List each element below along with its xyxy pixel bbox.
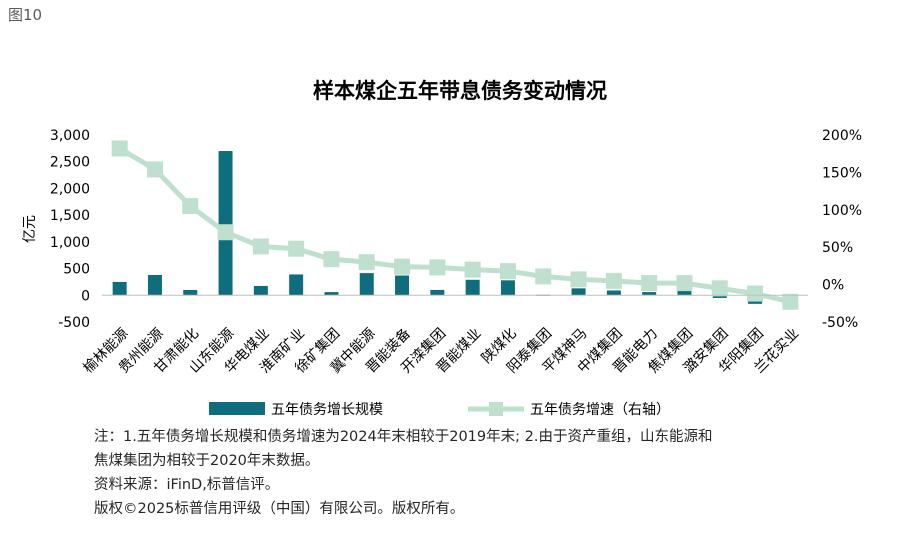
bar xyxy=(677,291,692,296)
line-point xyxy=(464,261,481,278)
bar xyxy=(253,285,268,296)
line-point xyxy=(323,251,340,268)
line-point xyxy=(570,271,587,288)
bar xyxy=(465,279,480,296)
chart-title: 样本煤企五年带息债务变动情况 xyxy=(313,79,607,103)
line-point xyxy=(747,285,764,302)
bar xyxy=(112,281,127,296)
line-point xyxy=(182,198,199,215)
line-point xyxy=(394,258,411,275)
legend-label-bar: 五年债务增长规模 xyxy=(271,402,383,418)
legend-label-line: 五年债务增速（右轴） xyxy=(530,402,670,418)
y-tick-label: 2,500 xyxy=(50,155,90,171)
y2-tick-label: -50% xyxy=(822,315,858,331)
copyright-note: 版权©2025标普信用评级（中国）有限公司。版权所有。 xyxy=(94,501,465,517)
y2-tick-label: 100% xyxy=(822,203,862,219)
line-point xyxy=(499,263,516,280)
y-tick-label: 2,000 xyxy=(50,181,90,197)
bar xyxy=(289,274,304,296)
bar xyxy=(395,275,410,296)
line-point xyxy=(146,161,163,178)
y-axis-label: 亿元 xyxy=(22,215,38,243)
y-tick-label: 1,000 xyxy=(50,235,90,251)
bar xyxy=(183,289,198,296)
y2-tick-label: 0% xyxy=(822,278,844,294)
bar xyxy=(712,295,727,298)
bar xyxy=(324,292,339,296)
legend-swatch-marker xyxy=(489,402,503,416)
line-point xyxy=(711,280,728,297)
chart: 样本煤企五年带息债务变动情况 亿元 -500 0 500 1,000 1,500 2,00… xyxy=(22,79,862,418)
y-tick-label: 3,000 xyxy=(50,128,90,144)
note-line-1: 注：1.五年债务增长规模和债务增速为2024年末相较于2019年末; 2.由于资… xyxy=(94,429,713,445)
line-point xyxy=(358,254,375,271)
y2-tick-label: 150% xyxy=(822,165,862,181)
line-point xyxy=(676,275,693,292)
bar xyxy=(606,290,621,296)
line-point xyxy=(429,259,446,276)
y-tick-label: 500 xyxy=(63,262,90,278)
y2-tick-label: 50% xyxy=(822,240,853,256)
line-point xyxy=(605,272,622,289)
bar xyxy=(571,288,586,296)
line-point xyxy=(252,238,269,255)
y2-tick-label: 200% xyxy=(822,128,862,144)
line-point xyxy=(217,224,234,241)
y-tick-label: 0 xyxy=(81,288,90,304)
source-note: 资料来源：iFinD,标普信评。 xyxy=(94,477,280,493)
y-tick-label: -500 xyxy=(58,315,90,331)
bar xyxy=(430,289,445,296)
bar xyxy=(218,151,233,296)
figure-label: 图10 xyxy=(8,6,43,24)
line-point xyxy=(535,268,552,285)
bar xyxy=(147,274,162,296)
bar xyxy=(500,280,515,296)
line-point xyxy=(111,140,128,157)
line-point xyxy=(641,275,658,292)
bar xyxy=(359,273,374,296)
line-point xyxy=(288,240,305,257)
bar xyxy=(642,292,657,296)
notes: 注：1.五年债务增长规模和债务增速为2024年末相较于2019年末; 2.由于资… xyxy=(94,425,884,521)
y-tick-label: 1,500 xyxy=(50,208,90,224)
note-line-2: 焦煤集团为相较于2020年末数据。 xyxy=(94,453,320,469)
line-point xyxy=(782,293,799,310)
legend-swatch-bar xyxy=(209,402,265,415)
